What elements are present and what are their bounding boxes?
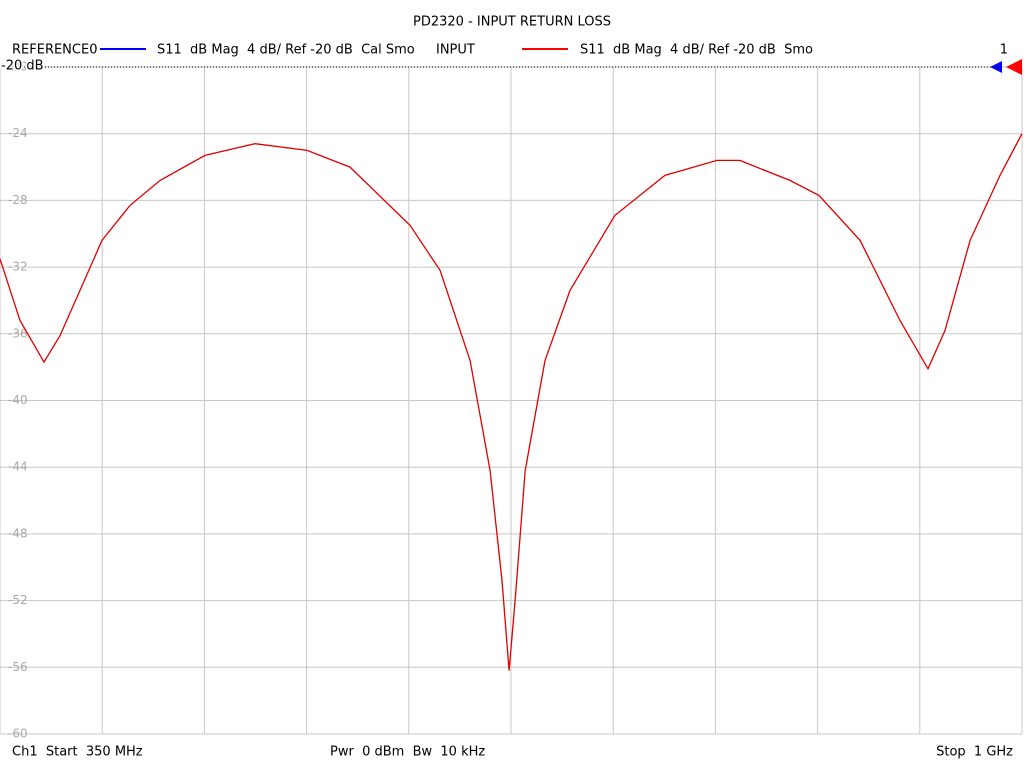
legend-label: REFERENCE0 [12, 43, 97, 58]
y-tick-label: -60 [8, 727, 28, 741]
y-tick-label: -36 [8, 326, 28, 340]
trace [0, 133, 1023, 671]
channel-marker: 1 [1000, 43, 1008, 58]
footer-stop: Stop 1 GHz [936, 745, 1013, 760]
footer-start: Ch1 Start 350 MHz [12, 745, 143, 760]
legend-description: S11 dB Mag 4 dB/ Ref -20 dB Cal Smo [157, 43, 415, 58]
footer-center: Pwr 0 dBm Bw 10 kHz [330, 745, 485, 760]
y-tick-label: -40 [8, 393, 28, 407]
legend-label: INPUT [436, 43, 475, 58]
input-marker [1006, 59, 1022, 75]
y-tick-label: -56 [8, 660, 28, 674]
reference-label: -20 dB [1, 59, 44, 74]
y-tick-label: -24 [8, 126, 28, 140]
y-tick-label: -52 [8, 593, 28, 607]
y-tick-label: -28 [8, 193, 28, 207]
y-tick-label: -48 [8, 526, 28, 540]
chart-title: PD2320 - INPUT RETURN LOSS [413, 15, 611, 30]
legend-description: S11 dB Mag 4 dB/ Ref -20 dB Smo [580, 43, 813, 58]
y-tick-label: -44 [8, 460, 28, 474]
y-tick-label: -32 [8, 260, 28, 274]
y-tick-label: -20 [8, 60, 28, 74]
